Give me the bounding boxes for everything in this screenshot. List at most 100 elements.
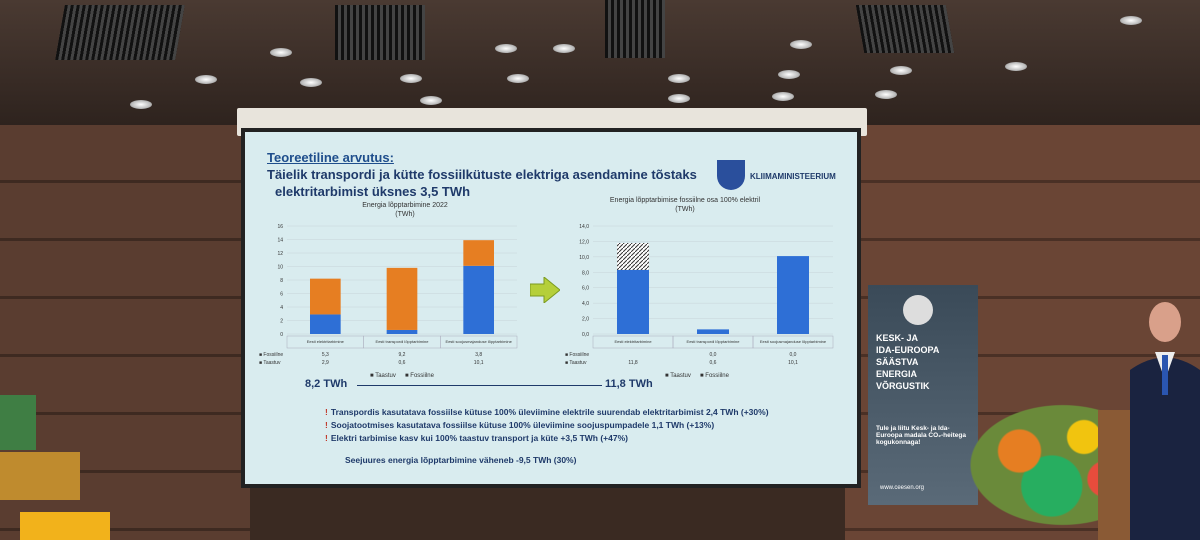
ceiling-light: [668, 74, 690, 83]
fossil-value-label: 9,2: [399, 352, 406, 358]
ceiling-light: [270, 48, 292, 57]
banner-line-3: SÄÄSTVA: [876, 357, 919, 367]
legend-fossil-2: ■ Fossiilne: [700, 373, 729, 379]
arrow-line: [357, 385, 602, 386]
ceiling-light: [195, 75, 217, 84]
y-tick-label: 6: [280, 292, 283, 298]
row-label-taastuv: ■ Taastuv: [565, 360, 587, 366]
fossil-value-label: 0,0: [790, 352, 797, 358]
y-tick-label: 2,0: [582, 317, 589, 323]
y-tick-label: 10,0: [579, 255, 589, 261]
ceiling-light: [790, 40, 812, 49]
ceesen-logo-icon: [903, 295, 933, 325]
y-tick-label: 10: [277, 265, 283, 271]
fossil-value-label: 5,3: [322, 352, 329, 358]
ceiling-light: [130, 100, 152, 109]
chart1-unit: (TWh): [395, 211, 415, 218]
bar-fossiilne: [310, 278, 341, 315]
category-label: Eesti soojusmajanduse lõpptarbimine: [760, 339, 827, 344]
legend-fossil: ■ Fossiilne: [405, 373, 434, 379]
y-tick-label: 4: [280, 305, 283, 311]
total-after: 11,8 TWh: [605, 378, 653, 390]
legend-renewable-2: ■ Taastuv: [665, 373, 691, 379]
ceiling-vent: [335, 5, 425, 60]
y-tick-label: 4,0: [582, 301, 589, 307]
bar-taastuv: [697, 329, 729, 334]
bar-taastuv: [386, 329, 418, 334]
speaker: [1130, 302, 1200, 540]
banner-line-4: ENERGIA: [876, 369, 918, 379]
right-arrow-icon: [530, 277, 560, 303]
projection-screen: Teoreetiline arvutus: Täielik transpordi…: [245, 132, 857, 484]
category-label: Eesti soojusmajanduse lõpptarbimine: [446, 339, 513, 344]
taastuv-value-label: 10,1: [474, 360, 484, 366]
footnote: Seejuures energia lõpptarbimine väheneb …: [345, 455, 577, 465]
coat-of-arms-icon: [717, 160, 745, 190]
bar-taastuv: [777, 256, 809, 334]
bullet-2: ! Soojatootmises kasutatava fossiilse küt…: [325, 420, 715, 430]
banner-tagline: Tule ja liitu Kesk- ja Ida-Euroopa madal…: [876, 425, 966, 446]
taastuv-value-label: 0,6: [399, 360, 406, 366]
bullet-3: ! Elektri tarbimise kasv kui 100% taastuv…: [325, 433, 628, 443]
ceiling: [0, 0, 1200, 125]
y-tick-label: 16: [277, 224, 283, 230]
ceiling-light: [495, 44, 517, 53]
banner-line-5: VÕRGUSTIK: [876, 381, 930, 391]
ceiling-light: [890, 66, 912, 75]
projector-screen-housing: [237, 108, 867, 136]
ceiling-light: [772, 92, 794, 101]
ceiling-light: [1120, 16, 1142, 25]
y-tick-label: 2: [280, 319, 283, 325]
ceiling-light: [1005, 62, 1027, 71]
sdg-tile-12: [0, 452, 80, 500]
ceiling-vent: [55, 5, 185, 60]
bar-fossiilne: [463, 240, 494, 266]
taastuv-value-label: 11,8: [628, 360, 638, 366]
taastuv-value-label: 0,6: [710, 360, 717, 366]
chart2-unit: (TWh): [675, 206, 695, 213]
ceiling-light: [875, 90, 897, 99]
ceiling-vent: [855, 5, 955, 53]
chart1-bar-chart: 0 2 4 6 8 10 12 14 16 Eesti elektritarbimine 5,3 2,…: [259, 224, 518, 366]
table-cell: [752, 335, 834, 349]
row-label-fossil: ■ Fossiilne: [259, 352, 283, 358]
bullet-1: ! Transpordis kasutatava fossiilse kütuse…: [325, 407, 769, 417]
ceiling-light: [507, 74, 529, 83]
y-tick-label: 8,0: [582, 270, 589, 276]
chart1-title: Energia lõpptarbimine 2022: [362, 202, 448, 209]
y-tick-label: 14: [277, 238, 283, 244]
y-tick-label: 12: [277, 251, 283, 257]
slide-subtitle-line1: Täielik transpordi ja kütte fossiilkütus…: [267, 167, 697, 182]
fossil-value-label: 3,8: [475, 352, 482, 358]
category-label: Eesti elektritarbimine: [614, 339, 652, 344]
ceiling-light: [668, 94, 690, 103]
ceiling-light: [778, 70, 800, 79]
y-tick-label: 8: [280, 278, 283, 284]
bar-taastuv: [463, 265, 494, 334]
sdg-tile-13: [0, 395, 36, 450]
category-label: Eesti transpordi lõpptarbimine: [376, 339, 430, 344]
category-label: Eesti elektritarbimine: [307, 339, 345, 344]
table-cell: [440, 335, 518, 349]
bar-hatched-added: [617, 242, 649, 270]
row-label-fossil: ■ Fossiilne: [565, 352, 589, 358]
y-tick-label: 0,0: [582, 332, 589, 338]
banner-url: www.ceesen.org: [880, 485, 925, 491]
ceiling-light: [420, 96, 442, 105]
ceiling-vent: [605, 0, 665, 58]
legend-renewable: ■ Taastuv: [370, 373, 396, 379]
y-tick-label: 12,0: [579, 239, 589, 245]
chart2-title: Energia lõpptarbimise fossiilne osa 100%…: [609, 197, 761, 204]
chart2-bar-chart: 0,0 2,0 4,0 6,0 8,0 10,0 12,0 14,0 Eesti elektri…: [565, 224, 834, 366]
y-tick-label: 0: [280, 332, 283, 338]
taastuv-value-label: 2,9: [322, 360, 329, 366]
banner-line-1: KESK- JA: [876, 333, 919, 343]
taastuv-value-label: 10,1: [788, 360, 798, 366]
banner-line-2: IDA-EUROOPA: [876, 345, 940, 355]
ceiling-light: [553, 44, 575, 53]
slide-subtitle-line2: elektritarbimist üksnes 3,5 TWh: [275, 184, 471, 199]
slide-title: Teoreetiline arvutus:: [267, 150, 394, 165]
y-tick-label: 14,0: [579, 224, 589, 230]
y-tick-label: 6,0: [582, 286, 589, 292]
ministry-name: KLIIMAMINISTEERIUM: [750, 172, 836, 181]
